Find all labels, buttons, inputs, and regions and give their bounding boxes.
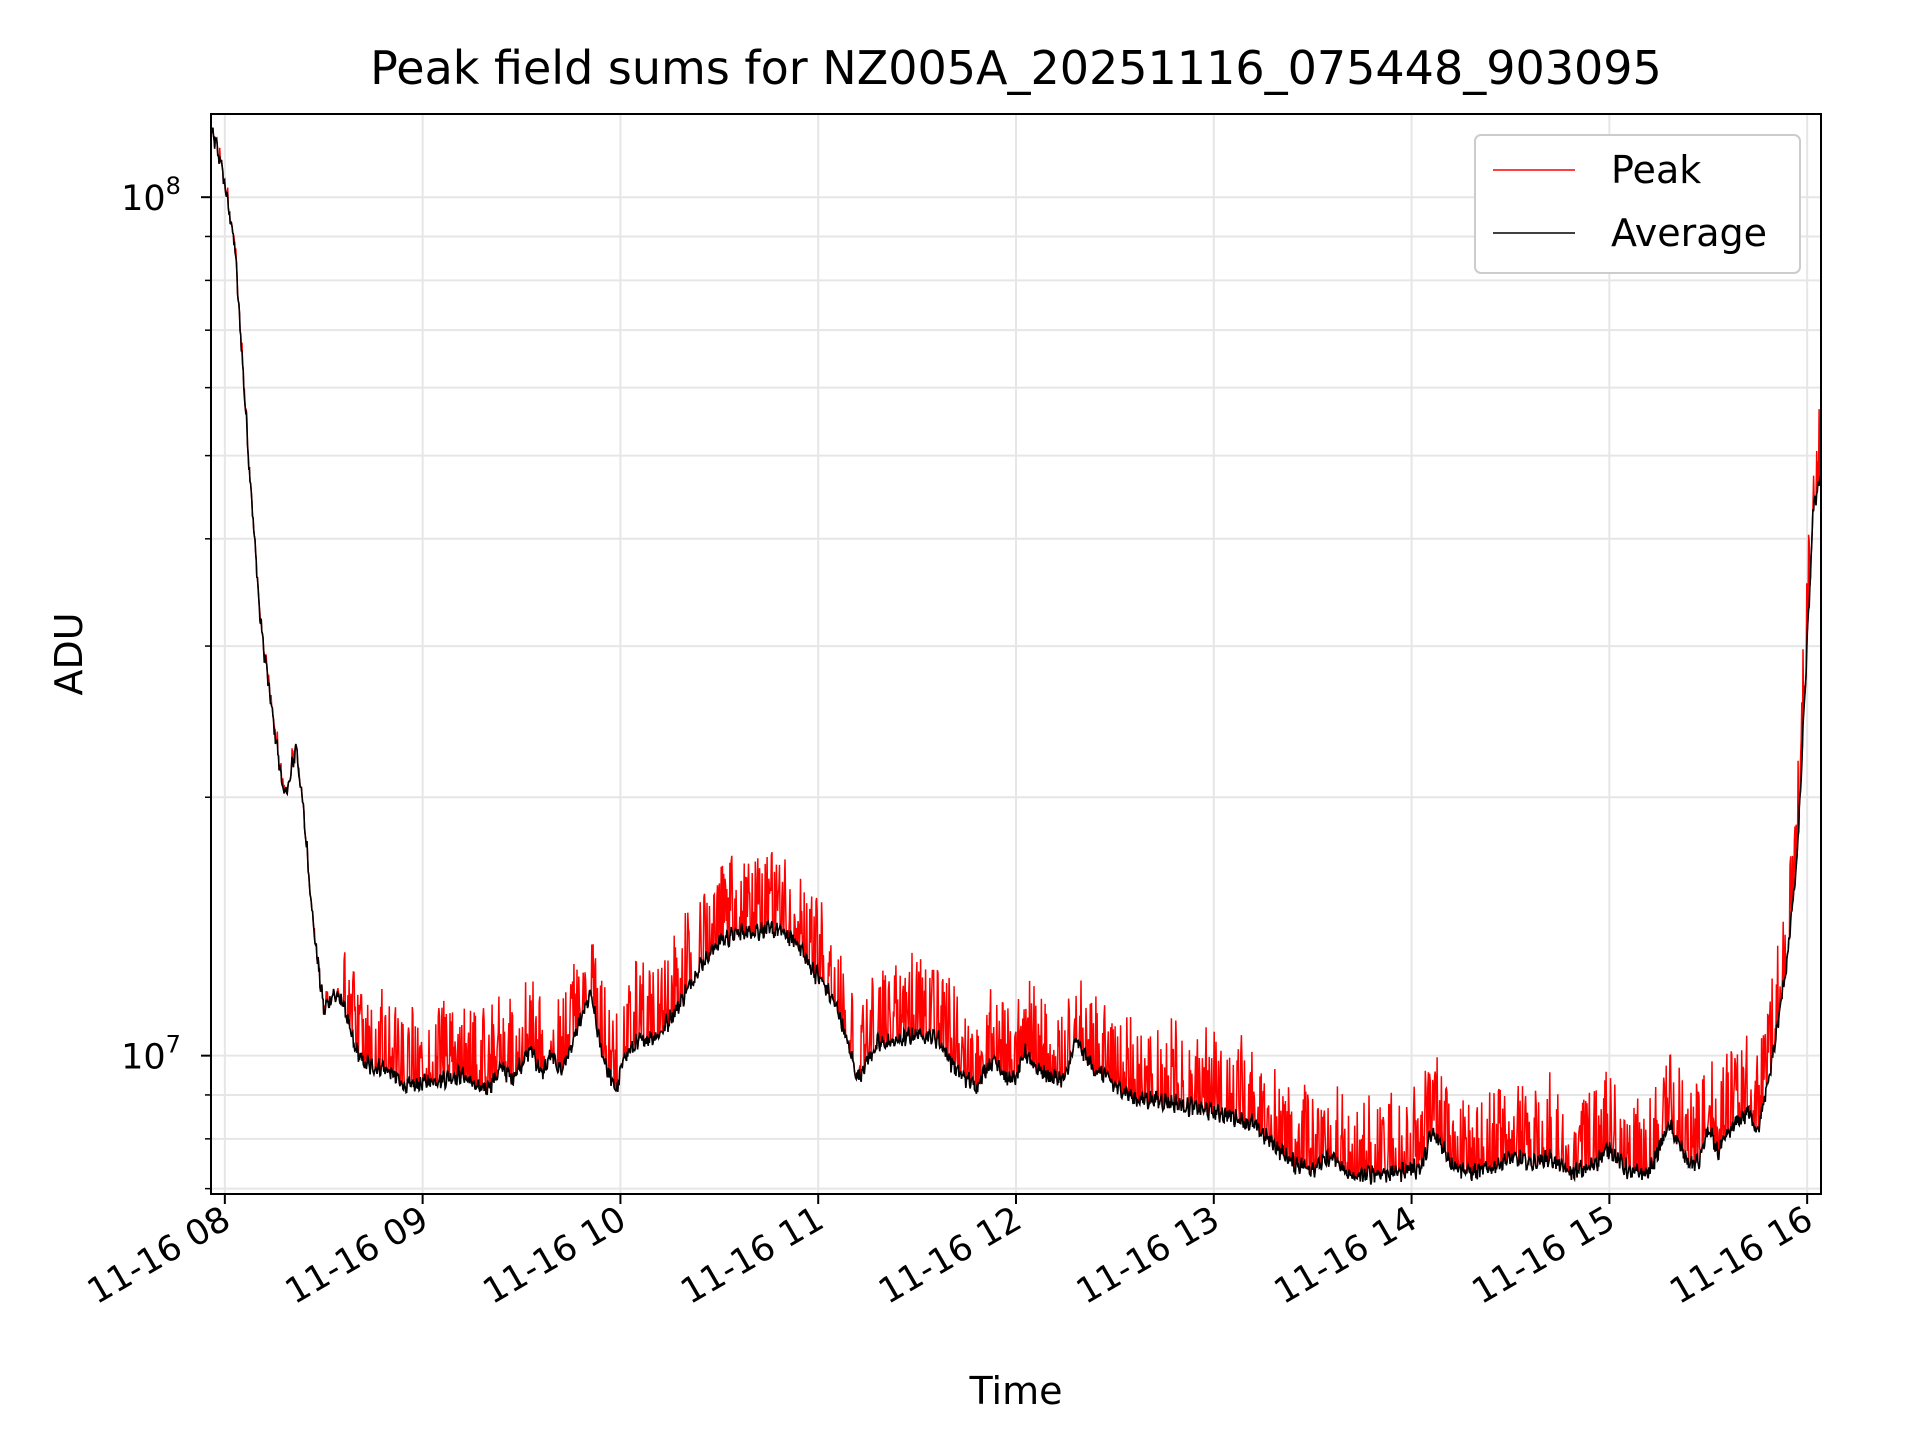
- y-tick-label-base: 10: [121, 179, 166, 219]
- chart-title: Peak field sums for NZ005A_20251116_0754…: [370, 41, 1662, 95]
- y-tick-label-exponent: 8: [166, 172, 181, 200]
- average-series-line: [211, 127, 1821, 1185]
- legend-average-label: Average: [1611, 211, 1767, 255]
- y-tick-label: 107: [121, 1031, 181, 1078]
- y-tick-label-base: 10: [121, 1038, 166, 1078]
- y-tick-label: 108: [121, 172, 181, 219]
- x-axis-label: Time: [969, 1369, 1063, 1413]
- y-tick-label-exponent: 7: [166, 1031, 181, 1059]
- series-layer: [211, 127, 1821, 1185]
- grid-layer: [211, 114, 1821, 1194]
- legend-peak-label: Peak: [1611, 148, 1701, 192]
- y-axis-label: ADU: [47, 612, 91, 695]
- legend: Peak Average: [1474, 134, 1801, 274]
